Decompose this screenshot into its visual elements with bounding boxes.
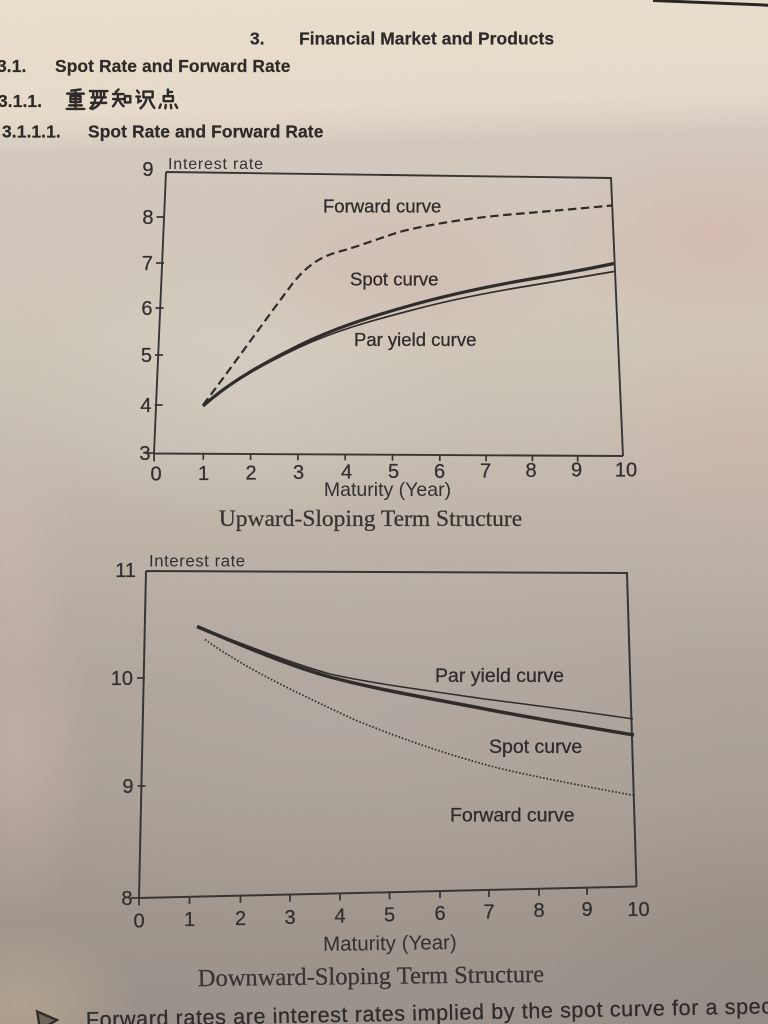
svg-text:6: 6 [434, 903, 445, 925]
svg-text:7: 7 [142, 253, 153, 275]
svg-text:9: 9 [571, 460, 582, 482]
svg-text:11: 11 [115, 560, 136, 582]
svg-text:5: 5 [384, 905, 395, 927]
svg-text:Par yield curve: Par yield curve [354, 329, 476, 350]
svg-text:7: 7 [483, 902, 494, 924]
svg-text:3.1.: 3.1. [0, 56, 26, 76]
svg-text:3: 3 [284, 907, 295, 929]
svg-text:1: 1 [198, 463, 209, 485]
svg-text:2: 2 [235, 908, 246, 930]
svg-text:3: 3 [293, 462, 304, 484]
svg-text:Spot Rate and Forward Rate: Spot Rate and Forward Rate [55, 56, 291, 76]
svg-text:3.: 3. [250, 29, 265, 49]
svg-text:Spot Rate and Forward Rate: Spot Rate and Forward Rate [88, 122, 324, 142]
svg-text:9: 9 [142, 159, 153, 181]
svg-text:3: 3 [139, 443, 150, 465]
svg-text:Par yield curve: Par yield curve [435, 665, 564, 687]
svg-text:Forward curve: Forward curve [323, 196, 441, 217]
svg-text:8: 8 [142, 207, 153, 229]
svg-text:7: 7 [480, 461, 491, 483]
svg-text:Maturity (Year): Maturity (Year) [323, 931, 457, 956]
svg-text:0: 0 [150, 464, 161, 486]
svg-text:Downward-Sloping Term Structur: Downward-Sloping Term Structure [198, 961, 545, 992]
svg-text:9: 9 [122, 776, 133, 798]
svg-text:10: 10 [111, 668, 133, 690]
svg-text:9: 9 [581, 899, 592, 921]
svg-text:Upward-Sloping Term Structure: Upward-Sloping Term Structure [219, 506, 522, 532]
svg-text:6: 6 [434, 461, 445, 483]
svg-text:Interest rate: Interest rate [168, 156, 264, 173]
svg-text:5: 5 [141, 345, 152, 367]
svg-text:6: 6 [141, 298, 152, 320]
svg-text:Spot curve: Spot curve [489, 736, 582, 758]
svg-text:Spot curve: Spot curve [350, 269, 438, 290]
svg-text:Financial Market and Products: Financial Market and Products [299, 29, 554, 49]
svg-text:8: 8 [533, 900, 544, 922]
svg-text:4: 4 [140, 395, 151, 417]
svg-text:Maturity (Year): Maturity (Year) [324, 479, 451, 501]
svg-text:0: 0 [133, 911, 144, 933]
svg-text:Forward curve: Forward curve [450, 805, 575, 827]
svg-text:10: 10 [615, 460, 637, 482]
svg-text:Interest rate: Interest rate [149, 552, 246, 571]
svg-text:8: 8 [525, 460, 536, 482]
svg-text:2: 2 [245, 463, 256, 485]
svg-text:3.1.1.: 3.1.1. [0, 91, 42, 111]
svg-text:8: 8 [121, 888, 132, 910]
svg-text:10: 10 [627, 899, 649, 921]
svg-text:1: 1 [184, 909, 195, 931]
svg-text:3.1.1.1.: 3.1.1.1. [2, 122, 61, 142]
svg-text:4: 4 [334, 906, 345, 928]
svg-text:4: 4 [341, 462, 352, 484]
svg-text:5: 5 [388, 461, 399, 483]
